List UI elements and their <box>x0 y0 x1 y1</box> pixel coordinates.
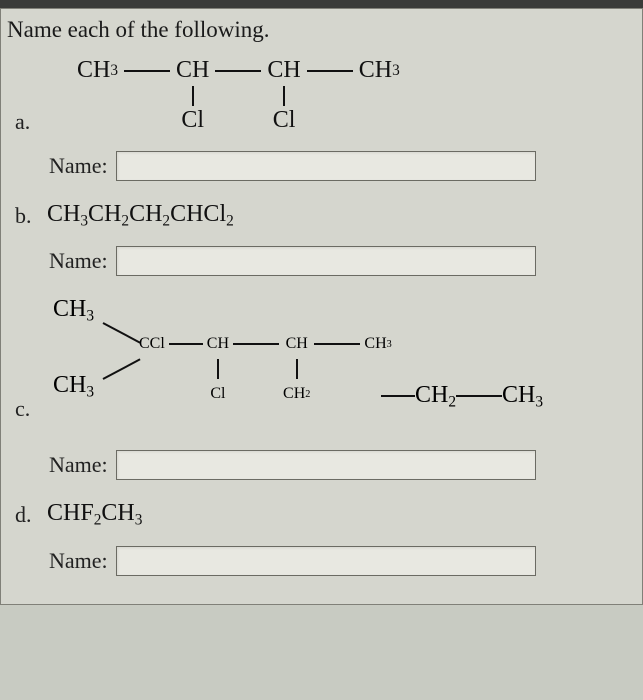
c-branch-bottom: CH3 <box>53 372 94 401</box>
part-c-name-row: Name: <box>49 450 630 480</box>
part-a-name-row: Name: <box>49 151 630 181</box>
part-a-structure: CH3 CH Cl CH Cl CH3 <box>77 57 400 135</box>
c-tail: CH2CH3 <box>381 382 543 411</box>
part-d-formula: CHF2CH3 <box>47 500 142 529</box>
part-b-label: b. <box>7 203 49 229</box>
c-branch-top: CH3 <box>53 296 94 325</box>
part-a: a. CH3 CH Cl CH Cl <box>7 57 630 181</box>
bond-diag-icon <box>103 359 141 380</box>
c-main-chain: CCl CH Cl CH CH2 <box>139 330 392 408</box>
worksheet-page: Name each of the following. a. CH3 CH Cl… <box>0 8 643 605</box>
part-d-label: d. <box>7 502 49 528</box>
page-heading: Name each of the following. <box>7 17 630 43</box>
part-c: c. CH3 CH3 CCl CH Cl <box>7 296 630 480</box>
part-a-name-input[interactable] <box>116 151 536 181</box>
part-d-name-input[interactable] <box>116 546 536 576</box>
part-d: d. CHF2CH3 Name: <box>7 500 630 575</box>
bond-diag-icon <box>103 322 141 343</box>
part-b-name-input[interactable] <box>116 246 536 276</box>
part-b: b. CH3CH2CH2CHCl2 Name: <box>7 201 630 276</box>
name-label: Name: <box>49 248 108 274</box>
window-top-bar <box>0 0 643 8</box>
part-b-name-row: Name: <box>49 246 630 276</box>
part-c-name-input[interactable] <box>116 450 536 480</box>
part-d-name-row: Name: <box>49 546 630 576</box>
name-label: Name: <box>49 153 108 179</box>
name-label: Name: <box>49 548 108 574</box>
part-b-formula: CH3CH2CH2CHCl2 <box>47 201 234 230</box>
name-label: Name: <box>49 452 108 478</box>
part-c-label: c. <box>7 396 49 434</box>
part-a-label: a. <box>7 109 49 135</box>
